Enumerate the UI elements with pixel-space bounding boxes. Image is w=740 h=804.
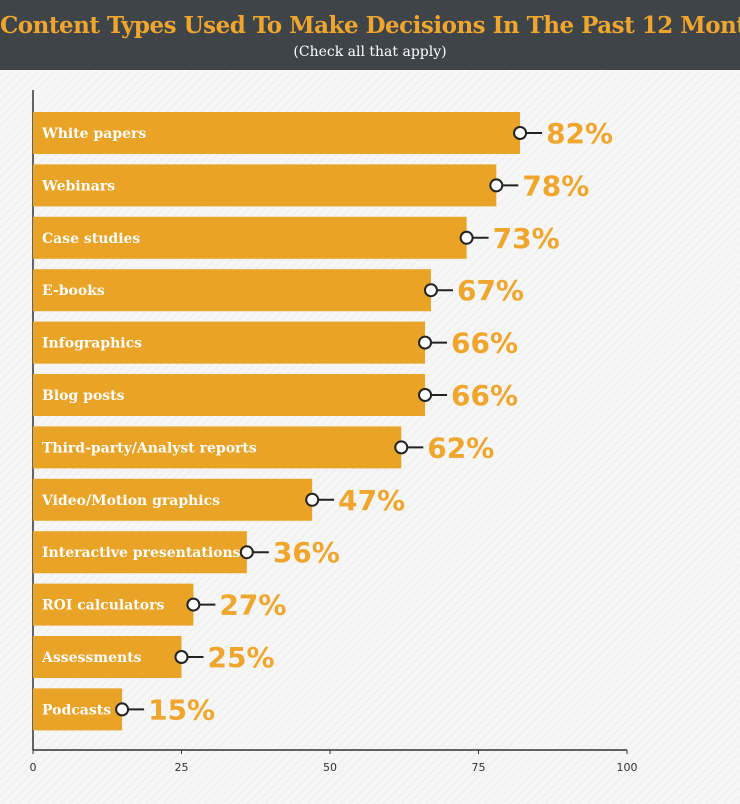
- chart-title: Content Types Used To Make Decisions In …: [0, 12, 740, 39]
- data-label: 15%: [148, 693, 215, 726]
- data-label: 62%: [427, 431, 494, 464]
- bar: [33, 321, 426, 364]
- category-label: Assessments: [41, 650, 142, 666]
- bar: [33, 531, 247, 574]
- value-marker: [489, 178, 504, 193]
- chart-panel: White papers 82% Webinars 78% Case studies 73…: [0, 70, 740, 804]
- value-marker: [186, 597, 201, 612]
- category-label: ROI calculators: [42, 598, 164, 614]
- value-marker: [394, 440, 409, 455]
- value-marker: [423, 283, 438, 298]
- bar: [33, 636, 182, 678]
- chart-subtitle: (Check all that apply): [293, 44, 447, 60]
- category-label: Webinars: [41, 178, 115, 194]
- category-label: Video/Motion graphics: [41, 493, 220, 509]
- x-tick-label: 100: [617, 761, 638, 774]
- value-marker: [115, 702, 130, 717]
- category-label: Infographics: [42, 336, 142, 352]
- value-marker: [418, 388, 433, 402]
- value-marker: [418, 335, 433, 350]
- bar: [33, 112, 521, 154]
- bar-chart: White papers 82% Webinars 78% Case studies 73…: [30, 90, 638, 774]
- x-tick-label: 0: [30, 761, 37, 774]
- bar: [33, 216, 467, 259]
- x-tick-label: 50: [323, 761, 337, 774]
- data-label: 78%: [522, 169, 589, 202]
- data-label: 73%: [493, 222, 560, 255]
- data-label: 27%: [219, 589, 286, 622]
- bar: [33, 478, 313, 521]
- bar: [33, 583, 194, 626]
- bar: [33, 688, 123, 731]
- category-label: Podcasts: [42, 702, 111, 718]
- data-label: 66%: [451, 379, 518, 412]
- data-label: 36%: [273, 536, 340, 569]
- x-tick-label: 75: [472, 761, 486, 774]
- value-marker: [239, 545, 254, 560]
- category-label: Case studies: [42, 231, 140, 247]
- category-label: White papers: [41, 126, 146, 142]
- data-label: 82%: [546, 117, 613, 150]
- data-label: 25%: [208, 641, 275, 674]
- bar: [33, 426, 402, 469]
- category-label: Third-party/Analyst reports: [42, 440, 257, 456]
- value-marker: [459, 230, 474, 245]
- data-label: 66%: [451, 327, 518, 360]
- value-marker: [305, 492, 320, 507]
- value-marker: [513, 126, 528, 140]
- x-tick-label: 25: [175, 761, 189, 774]
- category-label: E-books: [42, 283, 105, 299]
- category-label: Blog posts: [42, 388, 125, 404]
- value-marker: [174, 650, 189, 664]
- chart-header: Content Types Used To Make Decisions In …: [0, 0, 740, 70]
- bar: [33, 269, 431, 312]
- bar: [33, 164, 497, 207]
- data-label: 67%: [457, 274, 524, 307]
- category-label: Interactive presentations: [42, 545, 241, 561]
- bar: [33, 374, 426, 416]
- data-label: 47%: [338, 484, 405, 517]
